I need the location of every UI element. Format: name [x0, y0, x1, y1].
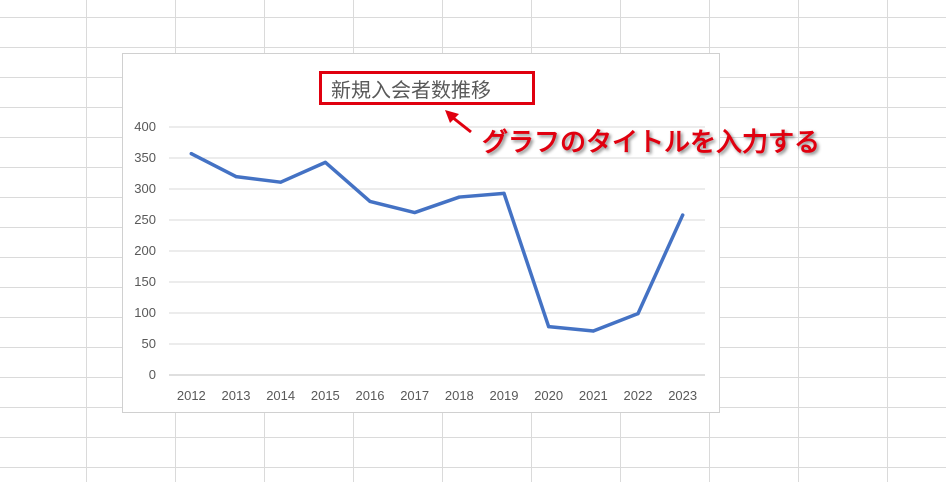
- y-tick-label: 250: [134, 212, 156, 227]
- x-axis-tick-labels: 2012 2013 2014 2015 2016 2017 2018 2019 2020 2021…: [177, 388, 697, 403]
- x-tick-label: 2013: [222, 388, 251, 403]
- series-line: [189, 151, 685, 333]
- y-tick-label: 100: [134, 305, 156, 320]
- x-tick-label: 2017: [400, 388, 429, 403]
- y-tick-label: 150: [134, 274, 156, 289]
- x-tick-label: 2012: [177, 388, 206, 403]
- chart-title[interactable]: 新規入会者数推移: [319, 71, 535, 105]
- data-point: [279, 180, 283, 184]
- data-point: [457, 195, 461, 199]
- data-point: [591, 329, 595, 333]
- x-tick-label: 2015: [311, 388, 340, 403]
- y-axis-tick-labels: 0 50 100 150 200 250 300 350 400: [134, 119, 156, 382]
- data-point: [681, 213, 685, 217]
- data-point: [189, 152, 193, 156]
- data-point: [502, 191, 506, 195]
- annotation-arrow-icon: [445, 110, 472, 134]
- chart-area[interactable]: 0 50 100 150 200 250 300 350 400 2012 2013 2014 201…: [122, 53, 720, 413]
- x-tick-label: 2019: [490, 388, 519, 403]
- x-tick-label: 2022: [624, 388, 653, 403]
- data-point: [413, 210, 417, 215]
- x-tick-label: 2018: [445, 388, 474, 403]
- series-layer: [189, 151, 685, 333]
- y-tick-label: 300: [134, 181, 156, 196]
- y-tick-label: 350: [134, 150, 156, 165]
- data-point: [636, 312, 640, 316]
- data-point: [323, 160, 327, 164]
- data-point: [368, 199, 372, 203]
- data-point: [547, 325, 551, 329]
- y-tick-label: 200: [134, 243, 156, 258]
- y-tick-label: 0: [149, 367, 156, 382]
- data-point: [234, 175, 238, 179]
- x-tick-label: 2016: [356, 388, 385, 403]
- x-tick-label: 2021: [579, 388, 608, 403]
- x-tick-label: 2023: [668, 388, 697, 403]
- x-tick-label: 2020: [534, 388, 563, 403]
- x-tick-label: 2014: [266, 388, 295, 403]
- y-tick-label: 400: [134, 119, 156, 134]
- annotation-callout-text: グラフのタイトルを入力する: [482, 128, 821, 158]
- gridlines: [169, 126, 705, 376]
- y-tick-label: 50: [142, 336, 156, 351]
